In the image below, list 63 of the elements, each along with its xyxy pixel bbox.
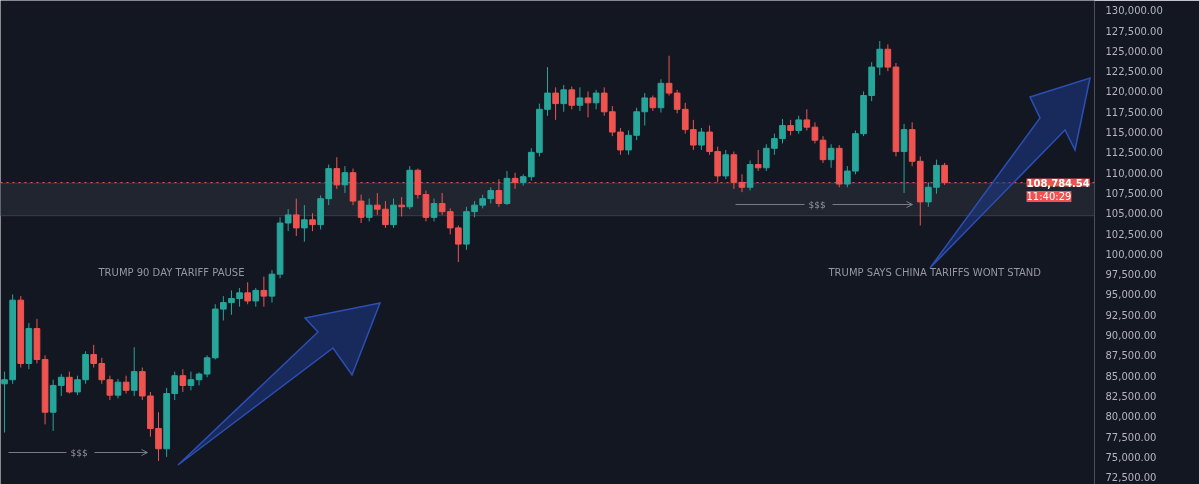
- y-tick-label: 75,000.00: [1105, 451, 1157, 463]
- annotation: TRUMP SAYS CHINA TARIFFS WONT STAND: [827, 267, 1042, 278]
- y-tick-label: 112,500.00: [1105, 147, 1163, 159]
- candlestick: [357, 194, 365, 224]
- candlestick: [301, 204, 308, 243]
- y-tick-label: 80,000.00: [1105, 411, 1157, 423]
- annotation: $$$: [70, 447, 88, 458]
- y-tick-label: 77,500.00: [1105, 431, 1157, 443]
- y-tick-label: 87,500.00: [1105, 350, 1157, 362]
- candlestick: [260, 276, 268, 308]
- y-tick-label: 125,000.00: [1105, 45, 1163, 57]
- annotation: 11:40:29: [1026, 191, 1072, 203]
- candlestick: [106, 375, 114, 401]
- y-tick-label: 90,000.00: [1105, 330, 1157, 342]
- candlestick: [66, 371, 73, 395]
- candlestick: [398, 196, 405, 218]
- candlestick: [268, 269, 276, 304]
- y-tick-label: 85,000.00: [1105, 370, 1157, 382]
- annotation: $$$: [808, 199, 826, 210]
- candlestick: [722, 149, 730, 180]
- candlestick: [365, 198, 373, 222]
- candlestick: [114, 378, 122, 399]
- y-tick-label: 72,500.00: [1105, 472, 1157, 484]
- candlestick: [252, 287, 260, 308]
- candlestick: [430, 198, 438, 222]
- candlestick: [754, 149, 762, 172]
- candlestick: [179, 368, 187, 393]
- y-tick-label: 92,500.00: [1105, 309, 1157, 321]
- candlestick: [576, 86, 584, 112]
- candlestick: [187, 371, 195, 391]
- y-tick-label: 107,500.00: [1105, 187, 1163, 199]
- candlestick: [341, 165, 349, 194]
- y-tick-label: 100,000.00: [1105, 248, 1163, 260]
- candlestick: [560, 84, 568, 113]
- y-tick-label: 117,500.00: [1105, 106, 1163, 118]
- candlestick: [568, 86, 576, 110]
- y-tick-label: 127,500.00: [1105, 25, 1163, 37]
- y-tick-label: 130,000.00: [1105, 5, 1163, 17]
- candlestick: [900, 123, 908, 194]
- candlestick: [122, 375, 130, 395]
- candlestick: [827, 143, 835, 169]
- y-tick-label: 110,000.00: [1105, 167, 1163, 179]
- candlestick: [746, 159, 754, 192]
- y-tick-label: 120,000.00: [1105, 86, 1163, 98]
- candlestick: [244, 281, 251, 305]
- candlestick: [292, 198, 300, 237]
- candlestick: [698, 127, 705, 151]
- y-tick-label: 115,000.00: [1105, 127, 1163, 139]
- y-tick-label: 102,500.00: [1105, 228, 1163, 240]
- annotation: TRUMP 90 DAY TARIFF PAUSE: [97, 267, 245, 278]
- y-tick-label: 122,500.00: [1105, 66, 1163, 78]
- candlestick: [390, 198, 397, 229]
- y-tick-label: 97,500.00: [1105, 269, 1157, 281]
- candlestick: [819, 135, 827, 164]
- candlestick: [552, 86, 559, 121]
- y-tick-label: 105,000.00: [1105, 208, 1163, 220]
- candlestick: [130, 346, 138, 397]
- y-tick-label: 95,000.00: [1105, 289, 1157, 301]
- y-tick-label: 82,500.00: [1105, 390, 1157, 402]
- ref-line-label: 108,784.54: [1026, 177, 1090, 189]
- candlestick: [584, 90, 592, 118]
- candlestick: [422, 190, 430, 222]
- candlestick: [592, 89, 600, 110]
